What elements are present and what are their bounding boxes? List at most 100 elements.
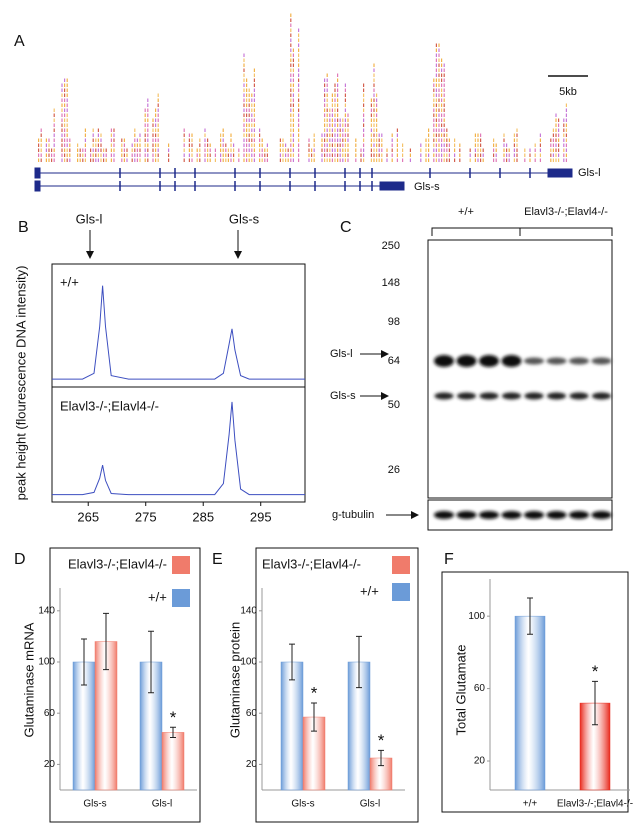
read-bar (243, 153, 245, 157)
read-bar (92, 153, 94, 157)
read-bar (347, 138, 349, 142)
read-bar (425, 148, 427, 152)
read-bar (298, 83, 300, 87)
read-bar (443, 98, 445, 102)
read-bar (324, 148, 326, 152)
trace (52, 285, 305, 380)
read-bar (378, 158, 380, 162)
read-bar (66, 138, 68, 142)
read-bar (565, 118, 567, 122)
read-bar (290, 158, 292, 162)
read-bar (373, 68, 375, 72)
read-bar (188, 138, 190, 142)
read-bar (326, 148, 328, 152)
read-bar (292, 53, 294, 57)
read-bar (243, 133, 245, 137)
read-bar (298, 153, 300, 157)
read-bar (45, 143, 47, 147)
read-bar (251, 103, 253, 107)
read-bar (433, 158, 435, 162)
read-bar (493, 148, 495, 152)
read-bar (64, 143, 66, 147)
read-bar (433, 143, 435, 147)
read-bar (552, 128, 554, 132)
read-bar (438, 113, 440, 117)
read-bar (326, 98, 328, 102)
band (479, 511, 499, 519)
read-bar (516, 148, 518, 152)
band (524, 357, 544, 365)
significance: * (170, 708, 177, 727)
band (569, 392, 589, 400)
read-bar (227, 153, 229, 157)
panel-label: E (212, 551, 223, 568)
read-bar (157, 98, 159, 102)
read-bar (454, 138, 456, 142)
read-bar (259, 133, 261, 137)
read-bar (147, 138, 149, 142)
read-bar (253, 113, 255, 117)
y-axis-label: Total Glutamate (453, 644, 468, 735)
read-bar (409, 153, 411, 157)
x-tick-label: +/+ (523, 799, 538, 810)
read-bar (441, 68, 443, 72)
read-bar (373, 118, 375, 122)
read-bar (534, 158, 536, 162)
read-bar (134, 133, 136, 137)
read-bar (563, 133, 565, 137)
read-bar (555, 153, 557, 157)
read-bar (147, 148, 149, 152)
read-bar (474, 153, 476, 157)
y-tick-label: 20 (474, 756, 486, 767)
read-bar (113, 143, 115, 147)
read-bar (558, 148, 560, 152)
read-bar (285, 148, 287, 152)
read-bar (53, 153, 55, 157)
read-bar (480, 148, 482, 152)
read-bar (513, 143, 515, 147)
read-bar (110, 148, 112, 152)
read-bar (287, 153, 289, 157)
read-bar (565, 143, 567, 147)
read-bar (381, 158, 383, 162)
read-bar (344, 83, 346, 87)
error-bar (289, 643, 295, 681)
group-label: +/+ (458, 206, 474, 218)
read-bar (191, 158, 193, 162)
band (591, 511, 612, 519)
read-bar (441, 78, 443, 82)
read-bar (524, 158, 526, 162)
read-bar (84, 143, 86, 147)
read-bar (550, 138, 552, 142)
read-bar (191, 148, 193, 152)
read-bar (246, 138, 248, 142)
read-bar (438, 138, 440, 142)
read-bar (344, 113, 346, 117)
group-label: Elavl3-/-;Elavl4-/- (524, 206, 608, 218)
read-bar (565, 128, 567, 132)
read-bar (147, 123, 149, 127)
read-bar (443, 123, 445, 127)
read-bar (334, 133, 336, 137)
read-bar (64, 118, 66, 122)
read-bar (337, 103, 339, 107)
read-bar (391, 138, 393, 142)
read-bar (391, 133, 393, 137)
read-bar (199, 143, 201, 147)
read-bar (563, 148, 565, 152)
read-bar (326, 143, 328, 147)
read-bar (443, 113, 445, 117)
read-bar (204, 153, 206, 157)
read-bar (97, 143, 99, 147)
read-bar (243, 73, 245, 77)
peak-label: Gls-l (76, 211, 103, 226)
read-bar (376, 138, 378, 142)
read-bar (168, 143, 170, 147)
read-bar (324, 83, 326, 87)
read-bar (204, 133, 206, 137)
read-bar (370, 128, 372, 132)
read-bar (243, 128, 245, 132)
read-bar (147, 118, 149, 122)
band (434, 355, 454, 367)
read-bar (199, 158, 201, 162)
